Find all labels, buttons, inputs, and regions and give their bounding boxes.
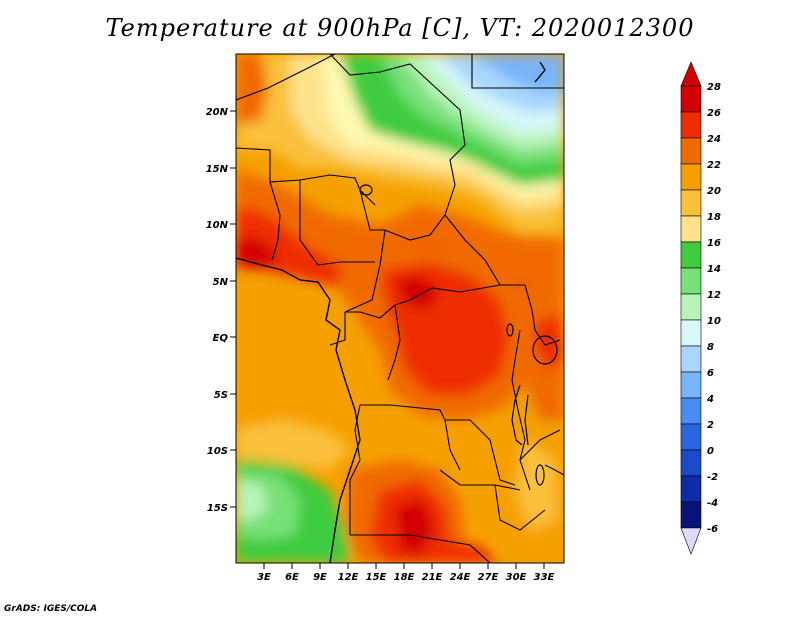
lat-label-20n: 20N	[206, 107, 229, 118]
colorbar-label: 10	[707, 316, 721, 327]
lat-label-5s: 5S	[214, 390, 228, 401]
colorbar-swatch-14-16	[680, 241, 702, 269]
lat-label-10n: 10N	[206, 220, 229, 231]
colorbar-label: 18	[707, 212, 721, 223]
colorbar-swatch-6-8	[680, 345, 702, 373]
lon-label-21e: 21E	[422, 572, 443, 583]
temperature-field	[236, 54, 564, 563]
lakes	[359, 184, 558, 486]
colorbar-swatch-2-4	[680, 397, 702, 425]
coastline	[236, 61, 546, 563]
software-credit: GrADS: IGES/COLA	[4, 604, 98, 614]
colorbar-swatch-12-14	[680, 267, 702, 295]
map-title: Temperature at 900hPa [C], VT: 202001230…	[105, 14, 695, 42]
lon-label-18e: 18E	[394, 572, 415, 583]
lon-label-33e: 33E	[534, 572, 555, 583]
colorbar-label: -2	[707, 472, 718, 483]
lon-label-3e: 3E	[257, 572, 271, 583]
colorbar-label: 2	[707, 420, 714, 431]
colorbar-labels: 28 26 24 22 20 18 16 14 12 10 8 6 4 2 0 …	[706, 82, 721, 535]
lat-label-15n: 15N	[206, 164, 229, 175]
colorbar-label: 20	[707, 186, 721, 197]
colorbar-swatch-16-18	[680, 215, 702, 243]
lat-label-5n: 5N	[213, 277, 229, 288]
colorbar-label: 4	[706, 394, 714, 405]
colorbar-label: -6	[707, 524, 718, 535]
colorbar-label: -4	[707, 498, 718, 509]
lon-label-30e: 30E	[506, 572, 527, 583]
longitude-axis	[263, 563, 545, 569]
colorbar-swatch-0-2	[680, 423, 702, 451]
colorbar-label: 16	[707, 238, 721, 249]
lat-label-15s: 15S	[207, 503, 228, 514]
colorbar	[680, 61, 702, 555]
colorbar-label: 22	[707, 160, 721, 171]
latitude-labels: 20N 15N 10N 5N EQ 5S 10S 15S	[206, 107, 229, 514]
colorbar-swatch-22-24	[680, 137, 702, 165]
map-frame	[235, 53, 565, 564]
lat-label-10s: 10S	[207, 446, 228, 457]
colorbar-swatch-8-10	[680, 319, 702, 347]
colorbar-label: 26	[707, 108, 721, 119]
colorbar-label: 6	[707, 368, 714, 379]
lat-label-eq: EQ	[213, 333, 229, 344]
colorbar-swatch-24-26	[680, 111, 702, 139]
colorbar-label: 12	[707, 290, 721, 301]
colorbar-label: 8	[707, 342, 714, 353]
colorbar-swatch-4-6	[680, 371, 702, 399]
lon-label-24e: 24E	[450, 572, 471, 583]
colorbar-swatch-10-12	[680, 293, 702, 321]
colorbar-over-arrow	[680, 61, 702, 87]
lon-label-6e: 6E	[285, 572, 299, 583]
colorbar-swatch-m4-m2	[680, 475, 702, 503]
colorbar-swatch-26-28	[680, 85, 702, 113]
colorbar-under-arrow	[680, 527, 702, 555]
country-borders	[236, 54, 564, 563]
lon-label-12e: 12E	[338, 572, 359, 583]
colorbar-swatch-m6-m4	[680, 501, 702, 529]
latitude-axis	[230, 110, 236, 508]
colorbar-swatch-m2-0	[680, 449, 702, 477]
colorbar-label: 28	[707, 82, 721, 93]
colorbar-swatch-20-22	[680, 163, 702, 191]
lon-label-9e: 9E	[313, 572, 327, 583]
lon-label-15e: 15E	[366, 572, 387, 583]
colorbar-label: 14	[707, 264, 721, 275]
colorbar-label: 0	[707, 446, 714, 457]
lon-label-27e: 27E	[478, 572, 499, 583]
colorbar-swatch-18-20	[680, 189, 702, 217]
longitude-labels: 3E 6E 9E 12E 15E 18E 21E 24E 27E 30E 33E	[257, 572, 554, 583]
colorbar-label: 24	[707, 134, 721, 145]
